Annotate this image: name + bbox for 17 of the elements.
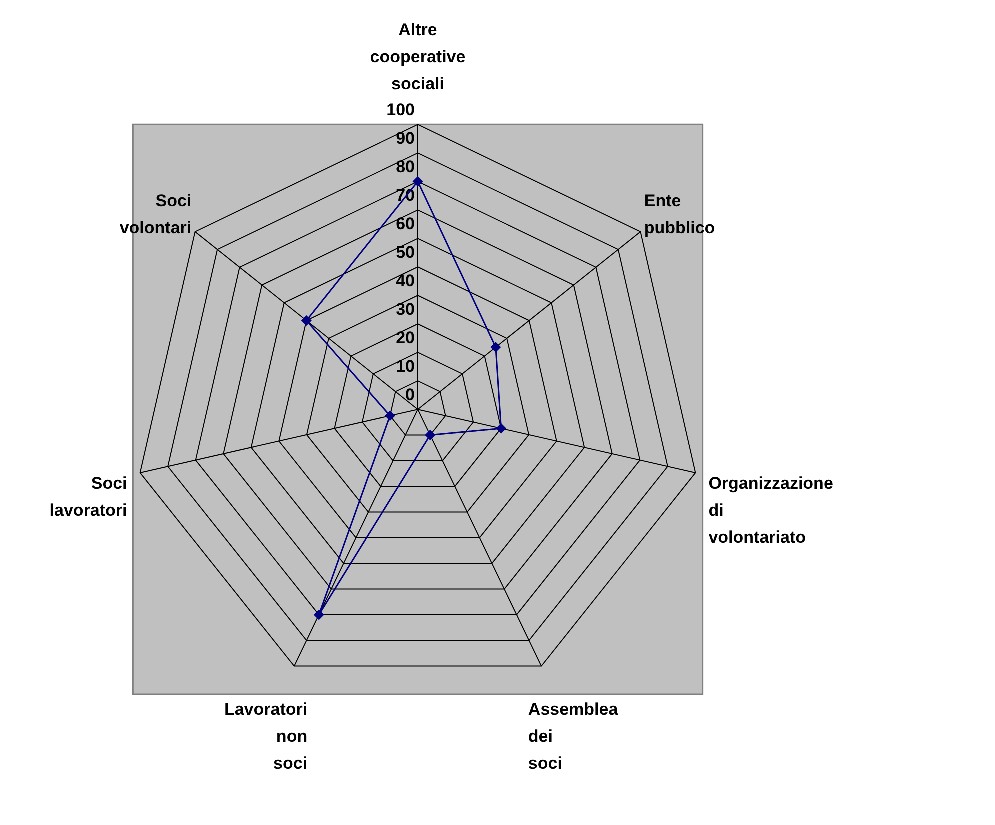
y-tick-label: 100 <box>386 100 415 120</box>
y-tick-label: 90 <box>396 129 415 148</box>
spoke-label: Soci lavoratori <box>50 474 128 520</box>
y-tick-label: 80 <box>396 158 415 177</box>
y-tick-label: 30 <box>396 300 415 320</box>
spoke-label: Lavoratori non soci <box>224 700 308 773</box>
spoke-label: Ente pubblico <box>644 192 716 238</box>
y-tick-label: 10 <box>396 357 415 376</box>
y-tick-label: 0 <box>406 386 415 405</box>
spoke-label: Soci volontari <box>120 192 192 238</box>
spoke-label: Assemblea dei soci <box>528 700 619 773</box>
y-tick-label: 40 <box>396 272 415 291</box>
y-tick-label: 50 <box>396 243 415 262</box>
y-tick-label: 60 <box>396 214 415 234</box>
y-tick-label: 20 <box>396 328 415 348</box>
spoke-label: Altre cooperative sociali <box>370 20 466 94</box>
spoke-label: Organizzazione di volontariato <box>708 474 834 547</box>
